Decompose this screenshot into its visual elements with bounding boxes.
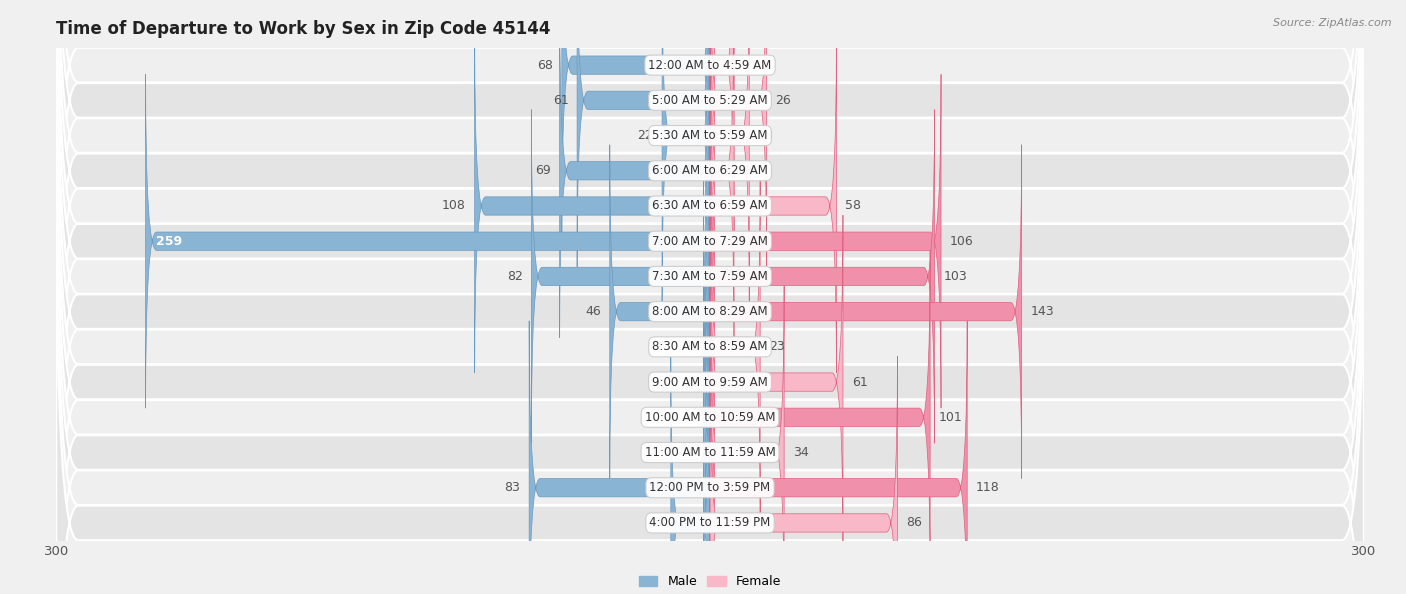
Text: 82: 82	[506, 270, 523, 283]
Text: 8:00 AM to 8:29 AM: 8:00 AM to 8:29 AM	[652, 305, 768, 318]
Legend: Male, Female: Male, Female	[634, 570, 786, 593]
FancyBboxPatch shape	[710, 286, 785, 594]
FancyBboxPatch shape	[475, 39, 710, 373]
Text: 23: 23	[769, 340, 785, 353]
Text: 12:00 AM to 4:59 AM: 12:00 AM to 4:59 AM	[648, 59, 772, 72]
FancyBboxPatch shape	[56, 0, 1364, 435]
Text: 61: 61	[852, 375, 868, 388]
Text: 5:30 AM to 5:59 AM: 5:30 AM to 5:59 AM	[652, 129, 768, 142]
FancyBboxPatch shape	[710, 356, 897, 594]
Text: 6:30 AM to 6:59 AM: 6:30 AM to 6:59 AM	[652, 200, 768, 213]
Text: 5:00 AM to 5:29 AM: 5:00 AM to 5:29 AM	[652, 94, 768, 107]
Text: 58: 58	[845, 200, 860, 213]
Text: 9:00 AM to 9:59 AM: 9:00 AM to 9:59 AM	[652, 375, 768, 388]
Text: 143: 143	[1031, 305, 1054, 318]
FancyBboxPatch shape	[56, 12, 1364, 594]
Text: 26: 26	[776, 94, 792, 107]
FancyBboxPatch shape	[146, 74, 710, 408]
Text: 6:00 AM to 6:29 AM: 6:00 AM to 6:29 AM	[652, 165, 768, 177]
Text: 118: 118	[976, 481, 1000, 494]
Text: 22: 22	[637, 129, 654, 142]
Text: 34: 34	[793, 446, 808, 459]
Text: 11: 11	[742, 165, 758, 177]
Text: 0: 0	[686, 340, 695, 353]
Text: 11: 11	[742, 59, 758, 72]
Text: Time of Departure to Work by Sex in Zip Code 45144: Time of Departure to Work by Sex in Zip …	[56, 20, 551, 37]
FancyBboxPatch shape	[710, 0, 734, 232]
FancyBboxPatch shape	[710, 74, 941, 408]
FancyBboxPatch shape	[710, 109, 935, 443]
Text: 69: 69	[536, 165, 551, 177]
FancyBboxPatch shape	[710, 4, 734, 338]
FancyBboxPatch shape	[56, 0, 1364, 541]
FancyBboxPatch shape	[710, 215, 844, 549]
FancyBboxPatch shape	[699, 286, 714, 594]
Text: 68: 68	[537, 59, 553, 72]
FancyBboxPatch shape	[56, 153, 1364, 594]
Text: 103: 103	[943, 270, 967, 283]
FancyBboxPatch shape	[56, 0, 1364, 594]
FancyBboxPatch shape	[56, 0, 1364, 470]
FancyBboxPatch shape	[56, 47, 1364, 594]
Text: 8:30 AM to 8:59 AM: 8:30 AM to 8:59 AM	[652, 340, 768, 353]
FancyBboxPatch shape	[56, 0, 1364, 400]
Text: 18: 18	[647, 516, 662, 529]
FancyBboxPatch shape	[710, 0, 749, 302]
Text: 108: 108	[441, 200, 465, 213]
Text: 10:00 AM to 10:59 AM: 10:00 AM to 10:59 AM	[645, 411, 775, 424]
FancyBboxPatch shape	[56, 0, 1364, 576]
FancyBboxPatch shape	[710, 250, 931, 584]
FancyBboxPatch shape	[710, 321, 967, 594]
FancyBboxPatch shape	[710, 39, 837, 373]
FancyBboxPatch shape	[56, 188, 1364, 594]
Text: 0: 0	[686, 446, 695, 459]
FancyBboxPatch shape	[56, 0, 1364, 505]
Text: 12:00 PM to 3:59 PM: 12:00 PM to 3:59 PM	[650, 481, 770, 494]
Text: 7:00 AM to 7:29 AM: 7:00 AM to 7:29 AM	[652, 235, 768, 248]
FancyBboxPatch shape	[576, 0, 710, 267]
FancyBboxPatch shape	[560, 4, 710, 338]
FancyBboxPatch shape	[562, 0, 710, 232]
FancyBboxPatch shape	[699, 250, 714, 584]
FancyBboxPatch shape	[56, 0, 1364, 594]
FancyBboxPatch shape	[710, 145, 1022, 479]
FancyBboxPatch shape	[710, 180, 761, 514]
Text: 61: 61	[553, 94, 568, 107]
Text: 4:00 PM to 11:59 PM: 4:00 PM to 11:59 PM	[650, 516, 770, 529]
FancyBboxPatch shape	[662, 0, 710, 302]
Text: 7:30 AM to 7:59 AM: 7:30 AM to 7:59 AM	[652, 270, 768, 283]
Text: 0: 0	[686, 411, 695, 424]
FancyBboxPatch shape	[699, 180, 714, 514]
Text: 83: 83	[505, 481, 520, 494]
Text: 101: 101	[939, 411, 963, 424]
Text: 106: 106	[950, 235, 973, 248]
FancyBboxPatch shape	[710, 0, 766, 267]
FancyBboxPatch shape	[671, 356, 710, 594]
FancyBboxPatch shape	[699, 215, 714, 549]
FancyBboxPatch shape	[531, 109, 710, 443]
FancyBboxPatch shape	[56, 118, 1364, 594]
Text: 86: 86	[905, 516, 922, 529]
Text: 46: 46	[585, 305, 602, 318]
FancyBboxPatch shape	[529, 321, 710, 594]
Text: Source: ZipAtlas.com: Source: ZipAtlas.com	[1274, 18, 1392, 28]
FancyBboxPatch shape	[56, 83, 1364, 594]
Text: 259: 259	[156, 235, 183, 248]
Text: 0: 0	[686, 375, 695, 388]
Text: 11:00 AM to 11:59 AM: 11:00 AM to 11:59 AM	[645, 446, 775, 459]
FancyBboxPatch shape	[610, 145, 710, 479]
Text: 18: 18	[758, 129, 773, 142]
